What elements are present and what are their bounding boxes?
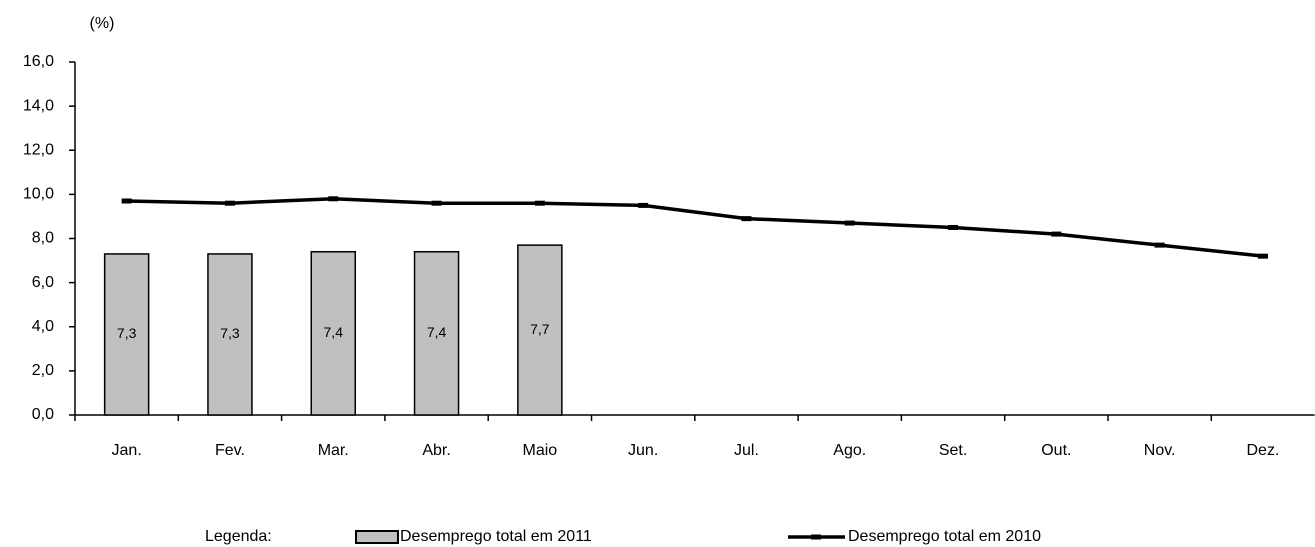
x-tick-label: Fev. [215,442,245,459]
line-marker [638,202,649,208]
y-tick-label: 6,0 [32,274,54,291]
y-tick-label: 12,0 [23,141,54,158]
y-tick-label: 0,0 [32,406,54,423]
x-tick-label: Jul. [734,442,759,459]
line-marker [121,198,132,204]
line-marker [741,216,752,222]
y-tick-label: 16,0 [23,53,54,70]
y-tick-label: 10,0 [23,186,54,203]
value-label: 7,7 [530,321,550,337]
value-label: 7,3 [220,325,240,341]
value-label: 7,3 [117,325,137,341]
x-tick-label: Jan. [112,442,142,459]
x-tick-label: Out. [1041,442,1071,459]
line [126,197,1264,258]
x-tick-label: Jun. [628,442,658,459]
line-marker [844,220,855,226]
line-marker [431,200,442,206]
legend-title: Legenda: [205,528,272,545]
bar [103,253,150,416]
legend-label: Desemprego total em 2010 [848,528,1041,545]
legend-label: Desemprego total em 2011 [400,528,592,545]
line-marker [1257,253,1268,259]
bar [310,250,356,416]
legend-marker [811,534,821,540]
y-tick-label: 8,0 [32,230,54,247]
bar [517,244,563,416]
legend-swatch [355,530,399,544]
value-label: 7,4 [324,324,344,340]
x-tick-label: Mar. [318,442,349,459]
y-tick-label: 2,0 [32,362,54,379]
x-tick-label: Ago. [833,442,866,459]
line-marker [948,224,959,230]
x-tick-label: Dez. [1246,442,1279,459]
y-unit: (%) [90,15,115,32]
x-tick-label: Maio [523,442,558,459]
value-label: 7,4 [427,324,447,340]
x-tick-label: Set. [939,442,967,459]
line-marker [1051,231,1062,237]
bar [413,250,460,416]
line-marker [1154,242,1165,248]
bar [207,253,253,416]
y-tick-label: 4,0 [32,318,54,335]
line-marker [328,196,339,202]
line-marker [224,200,235,206]
y-tick-label: 14,0 [23,97,54,114]
x-tick-label: Nov. [1144,442,1176,459]
line-marker [534,200,545,206]
x-tick-label: Abr. [422,442,450,459]
